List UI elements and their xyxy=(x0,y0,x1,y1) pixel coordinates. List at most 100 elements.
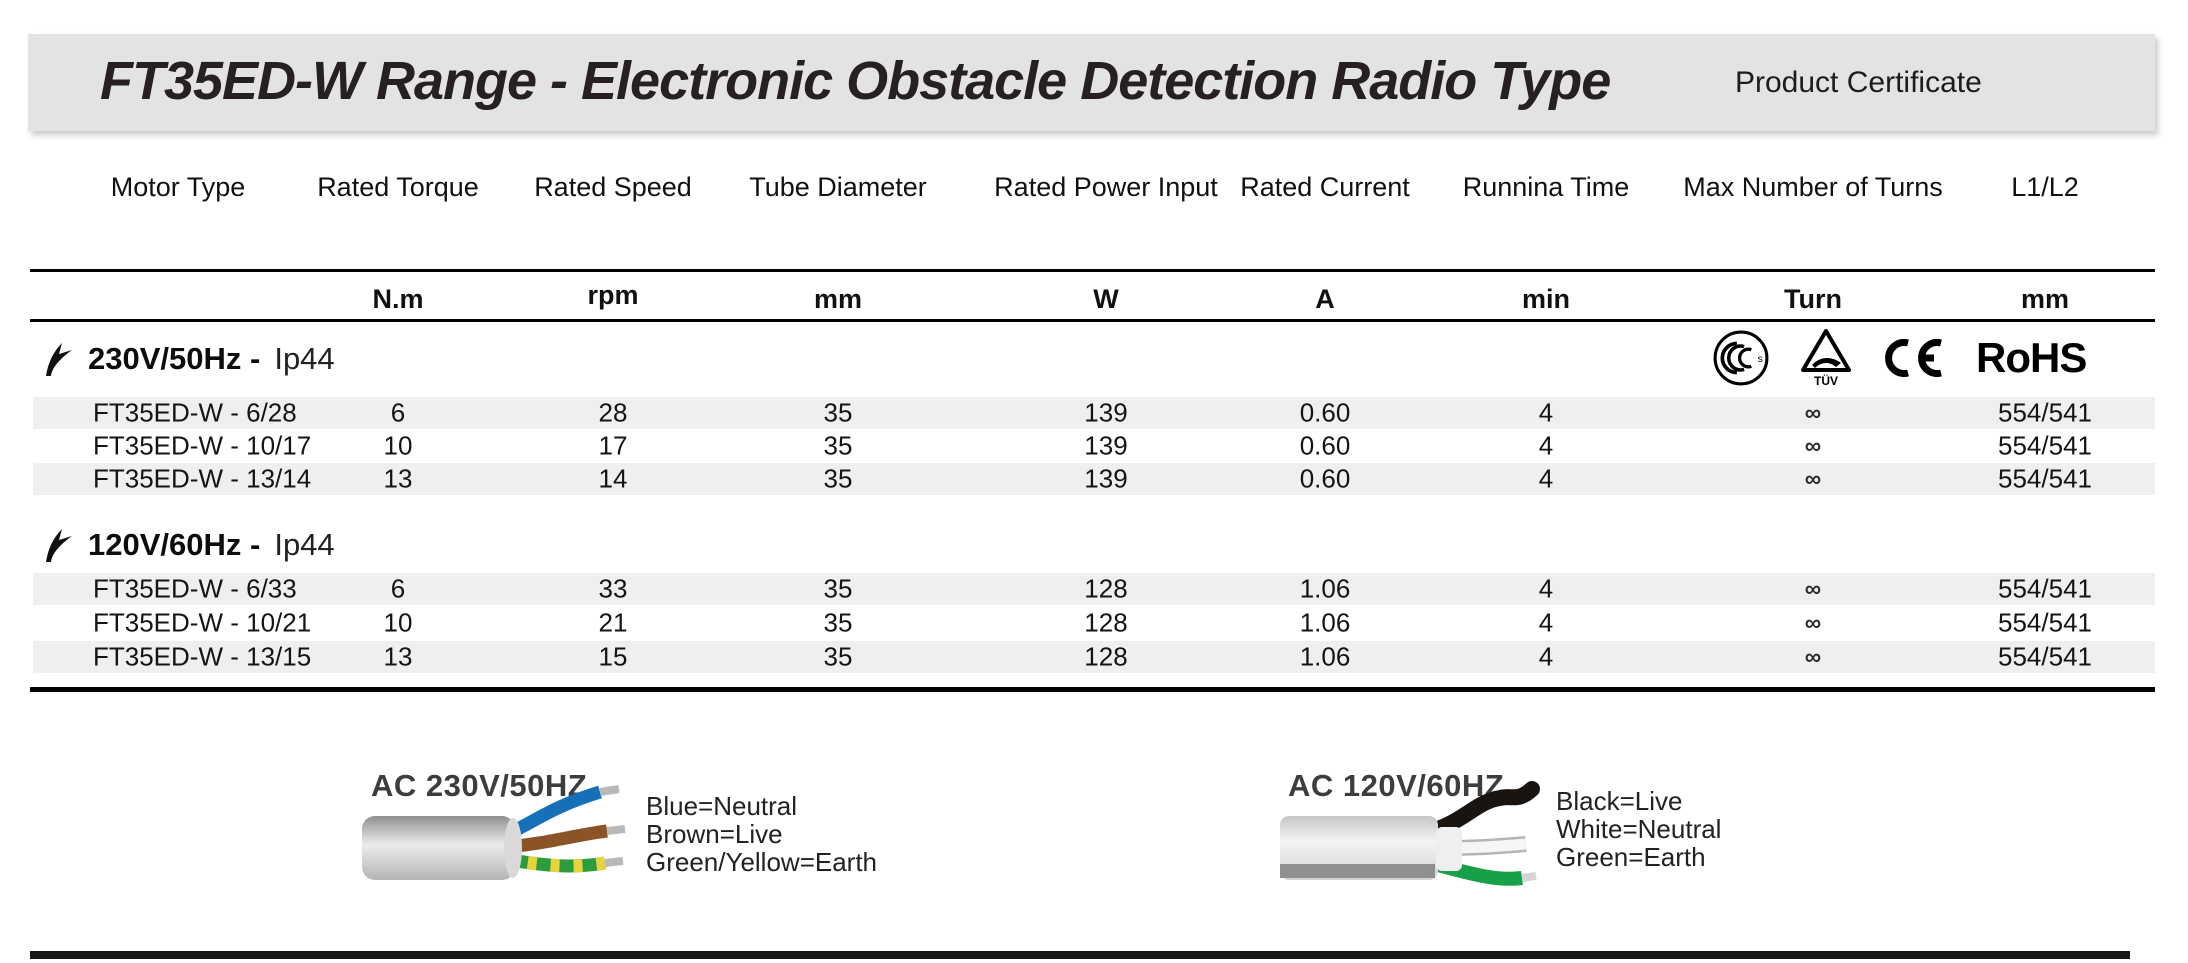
product-certificate-label: Product Certificate xyxy=(1735,66,1982,99)
legend-line: White=Neutral xyxy=(1556,814,1722,844)
cell-rated-speed: 28 xyxy=(598,397,628,428)
section-header-230v: 230V/50Hz - Ip44 xyxy=(44,340,335,378)
table-row: FT35ED-W - 6/33 6 33 35 128 1.06 4 ∞ 554… xyxy=(33,573,2155,605)
legend-line: Black=Live xyxy=(1556,786,1683,816)
legend-line: Brown=Live xyxy=(646,819,783,849)
cell-rated-speed: 14 xyxy=(598,463,628,494)
section-header-120v: 120V/60Hz - Ip44 xyxy=(44,526,335,564)
column-header-rated-speed: Rated Speed xyxy=(534,172,692,202)
cell-tube-diameter: 35 xyxy=(823,463,853,494)
cell-max-turns-infinity: ∞ xyxy=(1804,399,1822,426)
column-header-l1-l2: L1/L2 xyxy=(2011,172,2079,202)
cell-l1-l2: 554/541 xyxy=(1998,463,2092,494)
section-ip-rating: Ip44 xyxy=(274,341,335,376)
cell-motor-type: FT35ED-W - 6/28 xyxy=(93,397,297,428)
cell-power-input: 128 xyxy=(1084,607,1128,638)
cell-rated-speed: 21 xyxy=(598,607,628,638)
cell-rated-current: 1.06 xyxy=(1299,641,1351,672)
cell-max-turns-infinity: ∞ xyxy=(1804,575,1822,602)
cell-power-input: 128 xyxy=(1084,573,1128,604)
cell-running-time: 4 xyxy=(1538,463,1554,494)
section-voltage: 120V/60Hz - xyxy=(88,527,261,562)
cell-power-input: 139 xyxy=(1084,430,1128,461)
cell-rated-torque: 10 xyxy=(383,430,413,461)
rule-top xyxy=(30,269,2155,272)
section-ip-rating: Ip44 xyxy=(274,527,335,562)
cell-l1-l2: 554/541 xyxy=(1998,607,2092,638)
tuv-label: TÜV xyxy=(1814,373,1838,388)
cell-l1-l2: 554/541 xyxy=(1998,430,2092,461)
cell-rated-speed: 15 xyxy=(598,641,628,672)
cell-rated-torque: 6 xyxy=(390,573,406,604)
cell-max-turns-infinity: ∞ xyxy=(1804,643,1822,670)
column-header-motor-type: Motor Type xyxy=(110,172,246,202)
cell-rated-speed: 33 xyxy=(598,573,628,604)
cell-l1-l2: 554/541 xyxy=(1998,641,2092,672)
unit-w: W xyxy=(1093,284,1119,314)
cell-tube-diameter: 35 xyxy=(823,641,853,672)
cell-max-turns-infinity: ∞ xyxy=(1804,465,1822,492)
cell-tube-diameter: 35 xyxy=(823,430,853,461)
cell-running-time: 4 xyxy=(1538,573,1554,604)
cable-illustration-230v xyxy=(362,785,626,880)
cell-tube-diameter: 35 xyxy=(823,397,853,428)
wiring-legend-120v: Black=Live White=Neutral Green=Earth xyxy=(1556,787,1721,871)
cell-power-input: 139 xyxy=(1084,397,1128,428)
unit-nm: N.m xyxy=(372,284,424,314)
cell-rated-current: 1.06 xyxy=(1299,573,1351,604)
legend-line: Green/Yellow=Earth xyxy=(646,847,878,877)
table-row: FT35ED-W - 13/15 13 15 35 128 1.06 4 ∞ 5… xyxy=(33,641,2155,673)
cell-rated-torque: 13 xyxy=(383,463,413,494)
section-marker-icon xyxy=(46,343,72,376)
unit-mm2: mm xyxy=(2020,284,2070,314)
wiring-title-120v: AC 120V/60HZ xyxy=(1288,768,1505,803)
cell-rated-current: 0.60 xyxy=(1299,430,1351,461)
cell-rated-torque: 6 xyxy=(390,397,406,428)
cell-motor-type: FT35ED-W - 13/15 xyxy=(93,641,312,672)
unit-a: A xyxy=(1315,284,1335,314)
cell-rated-current: 1.06 xyxy=(1299,607,1351,638)
cell-running-time: 4 xyxy=(1538,607,1554,638)
tuv-icon: TÜV xyxy=(1801,329,1851,388)
wiring-legend-230v: Blue=Neutral Brown=Live Green/Yellow=Ear… xyxy=(646,792,877,876)
cell-rated-current: 0.60 xyxy=(1299,397,1351,428)
ce-icon xyxy=(1885,339,1942,377)
svg-text:s: s xyxy=(1758,354,1763,365)
cell-running-time: 4 xyxy=(1538,430,1554,461)
cell-rated-torque: 13 xyxy=(383,641,413,672)
legend-line: Blue=Neutral xyxy=(646,791,798,821)
cell-motor-type: FT35ED-W - 10/21 xyxy=(93,607,312,638)
cell-motor-type: FT35ED-W - 10/17 xyxy=(93,430,312,461)
section-voltage: 230V/50Hz - xyxy=(88,341,261,376)
page-title: FT35ED-W Range - Electronic Obstacle Det… xyxy=(100,51,1611,111)
wiring-title-230v: AC 230V/50HZ xyxy=(371,768,588,803)
cell-l1-l2: 554/541 xyxy=(1998,397,2092,428)
footer-rule xyxy=(30,951,2130,959)
cell-motor-type: FT35ED-W - 6/33 xyxy=(93,573,297,604)
cell-l1-l2: 554/541 xyxy=(1998,573,2092,604)
cell-rated-current: 0.60 xyxy=(1299,463,1351,494)
cell-tube-diameter: 35 xyxy=(823,607,853,638)
section-marker-icon xyxy=(46,529,72,562)
unit-mm: mm xyxy=(813,284,863,314)
legend-line: Green=Earth xyxy=(1556,842,1706,872)
column-header-tube-diameter: Tube Diameter xyxy=(749,172,927,202)
header-bar: FT35ED-W Range - Electronic Obstacle Det… xyxy=(28,34,2155,131)
column-header-rated-current: Rated Current xyxy=(1240,172,1410,202)
cell-running-time: 4 xyxy=(1538,641,1554,672)
table-row: FT35ED-W - 10/17 10 17 35 139 0.60 4 ∞ 5… xyxy=(33,430,2155,462)
certification-logos: s TÜV RoHS xyxy=(1712,327,2087,389)
column-header-rated-torque: Rated Torque xyxy=(317,172,479,202)
cell-max-turns-infinity: ∞ xyxy=(1804,432,1822,459)
column-header-running-time: Runnina Time xyxy=(1462,172,1630,202)
column-header-rated-power-input: Rated Power Input xyxy=(994,172,1218,202)
ccc-icon: s xyxy=(1713,330,1769,386)
cell-rated-speed: 17 xyxy=(598,430,628,461)
column-header-max-turns: Max Number of Turns xyxy=(1683,172,1943,202)
unit-rpm: rpm xyxy=(587,280,639,310)
cable-illustration-120v xyxy=(1280,781,1540,886)
cell-tube-diameter: 35 xyxy=(823,573,853,604)
rule-bottom xyxy=(30,687,2155,692)
cell-motor-type: FT35ED-W - 13/14 xyxy=(93,463,312,494)
unit-turn: Turn xyxy=(1784,284,1842,314)
